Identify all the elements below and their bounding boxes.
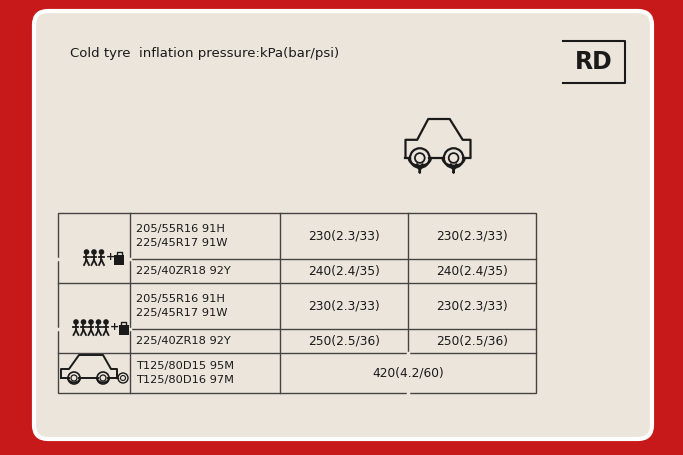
Text: 230(2.3/33): 230(2.3/33) xyxy=(436,299,508,313)
Text: Cold tyre  inflation pressure:kPa(bar/psi): Cold tyre inflation pressure:kPa(bar/psi… xyxy=(70,47,339,60)
Bar xyxy=(114,255,124,265)
Text: +: + xyxy=(106,253,115,263)
Circle shape xyxy=(88,319,94,325)
FancyBboxPatch shape xyxy=(34,11,652,439)
Text: 250(2.5/36): 250(2.5/36) xyxy=(436,334,508,348)
Bar xyxy=(58,213,536,393)
Text: 225/40ZR18 92Y: 225/40ZR18 92Y xyxy=(136,336,231,346)
Circle shape xyxy=(73,319,79,325)
Circle shape xyxy=(103,319,109,325)
Circle shape xyxy=(96,319,101,325)
Text: 230(2.3/33): 230(2.3/33) xyxy=(436,229,508,243)
Text: 250(2.5/36): 250(2.5/36) xyxy=(308,334,380,348)
Circle shape xyxy=(92,249,97,255)
Text: 230(2.3/33): 230(2.3/33) xyxy=(308,299,380,313)
Text: 225/40ZR18 92Y: 225/40ZR18 92Y xyxy=(136,266,231,276)
Text: 230(2.3/33): 230(2.3/33) xyxy=(308,229,380,243)
Text: T125/80D15 95M
T125/80D16 97M: T125/80D15 95M T125/80D16 97M xyxy=(136,361,234,385)
Text: RD: RD xyxy=(575,50,613,74)
Circle shape xyxy=(84,249,89,255)
Text: 205/55R16 91H
225/45R17 91W: 205/55R16 91H 225/45R17 91W xyxy=(136,224,227,248)
Bar xyxy=(119,325,129,335)
Circle shape xyxy=(81,319,86,325)
Text: 205/55R16 91H
225/45R17 91W: 205/55R16 91H 225/45R17 91W xyxy=(136,294,227,318)
Text: 240(2.4/35): 240(2.4/35) xyxy=(308,264,380,278)
Text: +: + xyxy=(110,323,120,333)
Circle shape xyxy=(99,249,104,255)
Text: 420(4.2/60): 420(4.2/60) xyxy=(372,366,444,379)
Text: 240(2.4/35): 240(2.4/35) xyxy=(436,264,508,278)
